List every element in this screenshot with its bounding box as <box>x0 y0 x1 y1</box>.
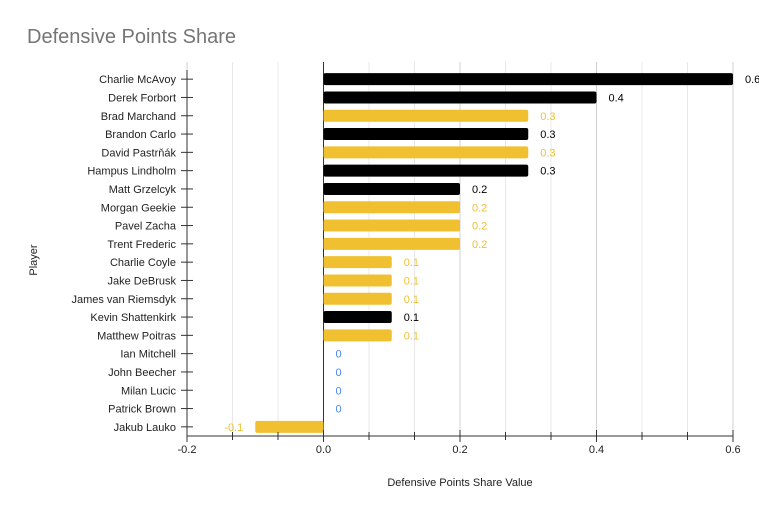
category-label: Derek Forbort <box>108 92 176 104</box>
category-label: Morgan Geekie <box>101 202 176 214</box>
bar[interactable] <box>323 164 529 177</box>
data-label: 0.2 <box>472 221 487 233</box>
bar[interactable] <box>323 311 392 324</box>
bar[interactable] <box>255 420 324 433</box>
data-labels: 0.6 0.4 0.3 0.3 0.3 0.3 0.2 0.2 0.2 0.2 0.1 0.1 0.1 0… <box>224 74 759 434</box>
category-label: Milan Lucic <box>121 385 177 397</box>
bar[interactable] <box>323 73 734 86</box>
category-label: Kevin Shattenkirk <box>90 312 176 324</box>
category-label: Jake DeBrusk <box>108 275 177 287</box>
bar[interactable] <box>323 182 461 195</box>
bar[interactable] <box>323 256 392 269</box>
category-label: Matthew Poitras <box>97 330 176 342</box>
x-axis: -0.2 0.0 0.2 0.4 0.6 <box>178 430 741 456</box>
x-tick-label: 0.4 <box>589 444 604 456</box>
x-tick-label: 0.2 <box>452 444 467 456</box>
category-label: Jakub Lauko <box>114 422 176 434</box>
category-label: Ian Mitchell <box>120 349 176 361</box>
data-label: 0.3 <box>540 147 555 159</box>
category-label: Brad Marchand <box>101 111 176 123</box>
data-label: 0.6 <box>745 74 759 86</box>
x-tick-label: -0.2 <box>178 444 197 456</box>
bar[interactable] <box>323 292 392 305</box>
data-label: 0.3 <box>540 129 555 141</box>
gridlines <box>186 62 734 436</box>
data-label: 0.3 <box>540 111 555 123</box>
y-axis-title: Player <box>28 244 40 276</box>
category-label: Patrick Brown <box>108 404 176 416</box>
data-label: 0 <box>336 385 342 397</box>
category-label: Charlie Coyle <box>110 257 176 269</box>
data-label: -0.1 <box>224 422 243 434</box>
data-label: 0.1 <box>404 257 419 269</box>
data-label: 0 <box>336 404 342 416</box>
x-tick-label: 0.6 <box>725 444 740 456</box>
y-axis: Charlie McAvoy Derek Forbort Brad Marchand… <box>71 70 193 440</box>
bar[interactable] <box>323 237 461 250</box>
bar[interactable] <box>323 109 529 122</box>
bar[interactable] <box>323 329 392 342</box>
data-label: 0.2 <box>472 202 487 214</box>
bar[interactable] <box>323 201 461 214</box>
x-axis-title: Defensive Points Share Value <box>387 477 532 489</box>
bar[interactable] <box>323 219 461 232</box>
bar[interactable] <box>323 91 597 104</box>
data-label: 0.4 <box>609 92 624 104</box>
data-label: 0.2 <box>472 239 487 251</box>
bars <box>255 73 733 433</box>
category-label: Brandon Carlo <box>105 129 176 141</box>
data-label: 0 <box>336 367 342 379</box>
category-label: Matt Grzelcyk <box>109 184 177 196</box>
category-label: James van Riemsdyk <box>71 294 176 306</box>
category-label: Charlie McAvoy <box>99 74 176 86</box>
category-label: Trent Frederic <box>107 239 176 251</box>
data-label: 0.1 <box>404 275 419 287</box>
data-label: 0.1 <box>404 312 419 324</box>
chart-title: Defensive Points Share <box>27 26 237 48</box>
category-label: Hampus Lindholm <box>87 166 176 178</box>
bar[interactable] <box>323 274 392 287</box>
data-label: 0.2 <box>472 184 487 196</box>
data-label: 0.1 <box>404 294 419 306</box>
data-label: 0.3 <box>540 166 555 178</box>
bar[interactable] <box>323 128 529 141</box>
data-label: 0 <box>336 349 342 361</box>
category-label: David Pastrňák <box>101 147 176 159</box>
bar[interactable] <box>323 146 529 159</box>
data-label: 0.1 <box>404 330 419 342</box>
x-tick-label: 0.0 <box>316 444 331 456</box>
category-label: Pavel Zacha <box>115 221 177 233</box>
category-label: John Beecher <box>108 367 176 379</box>
